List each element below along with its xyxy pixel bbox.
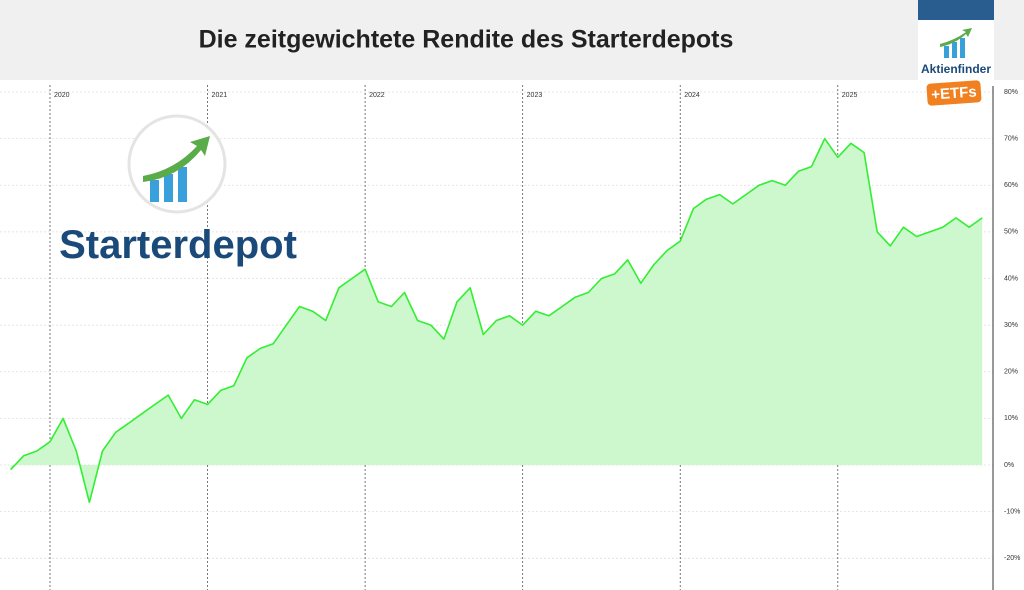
logo-text: Starterdepot <box>59 223 297 267</box>
x-tick-label: 2022 <box>369 92 385 99</box>
y-tick-label: 50% <box>1004 229 1018 236</box>
line <box>10 137 983 504</box>
y-tick-label: 0% <box>1004 462 1014 469</box>
logo-icon <box>952 42 957 58</box>
y-tick-label: 60% <box>1004 182 1018 189</box>
y-tick-label: 80% <box>1004 89 1018 96</box>
logo-icon <box>150 180 159 202</box>
y-tick-label: 20% <box>1004 369 1018 376</box>
etfs-badge <box>926 80 982 106</box>
x-tick-label: 2025 <box>842 92 858 99</box>
x-tick-label: 2023 <box>527 92 543 99</box>
x-tick-label: 2020 <box>54 92 70 99</box>
logo-icon <box>164 174 173 202</box>
etfs-text: +ETFs <box>931 83 978 103</box>
y-tick-label: 30% <box>1004 322 1018 329</box>
y-tick-label: 10% <box>1004 415 1018 422</box>
aktienfinder-logo: Aktienfinder +ETFs <box>918 0 994 106</box>
logo-bar <box>918 0 994 20</box>
logo-icon <box>960 38 965 58</box>
y-tick-label: 70% <box>1004 135 1018 142</box>
logo-icon <box>143 136 210 182</box>
y-tick-label: 40% <box>1004 275 1018 282</box>
header <box>0 0 1024 80</box>
area <box>10 138 983 503</box>
logo-text: Aktienfinder <box>921 62 991 76</box>
starterdepot-logo: Starterdepot <box>59 114 297 267</box>
y-tick-label: -20% <box>1004 555 1020 562</box>
chart-title: Die zeitgewichtete Rendite des Starterde… <box>199 26 734 54</box>
logo-icon <box>944 46 949 58</box>
logo-icon <box>940 28 972 47</box>
x-tick-label: 2024 <box>684 92 700 99</box>
y-tick-label: -10% <box>1004 509 1020 516</box>
x-tick-label: 2021 <box>212 92 228 99</box>
logo-icon <box>178 167 187 202</box>
